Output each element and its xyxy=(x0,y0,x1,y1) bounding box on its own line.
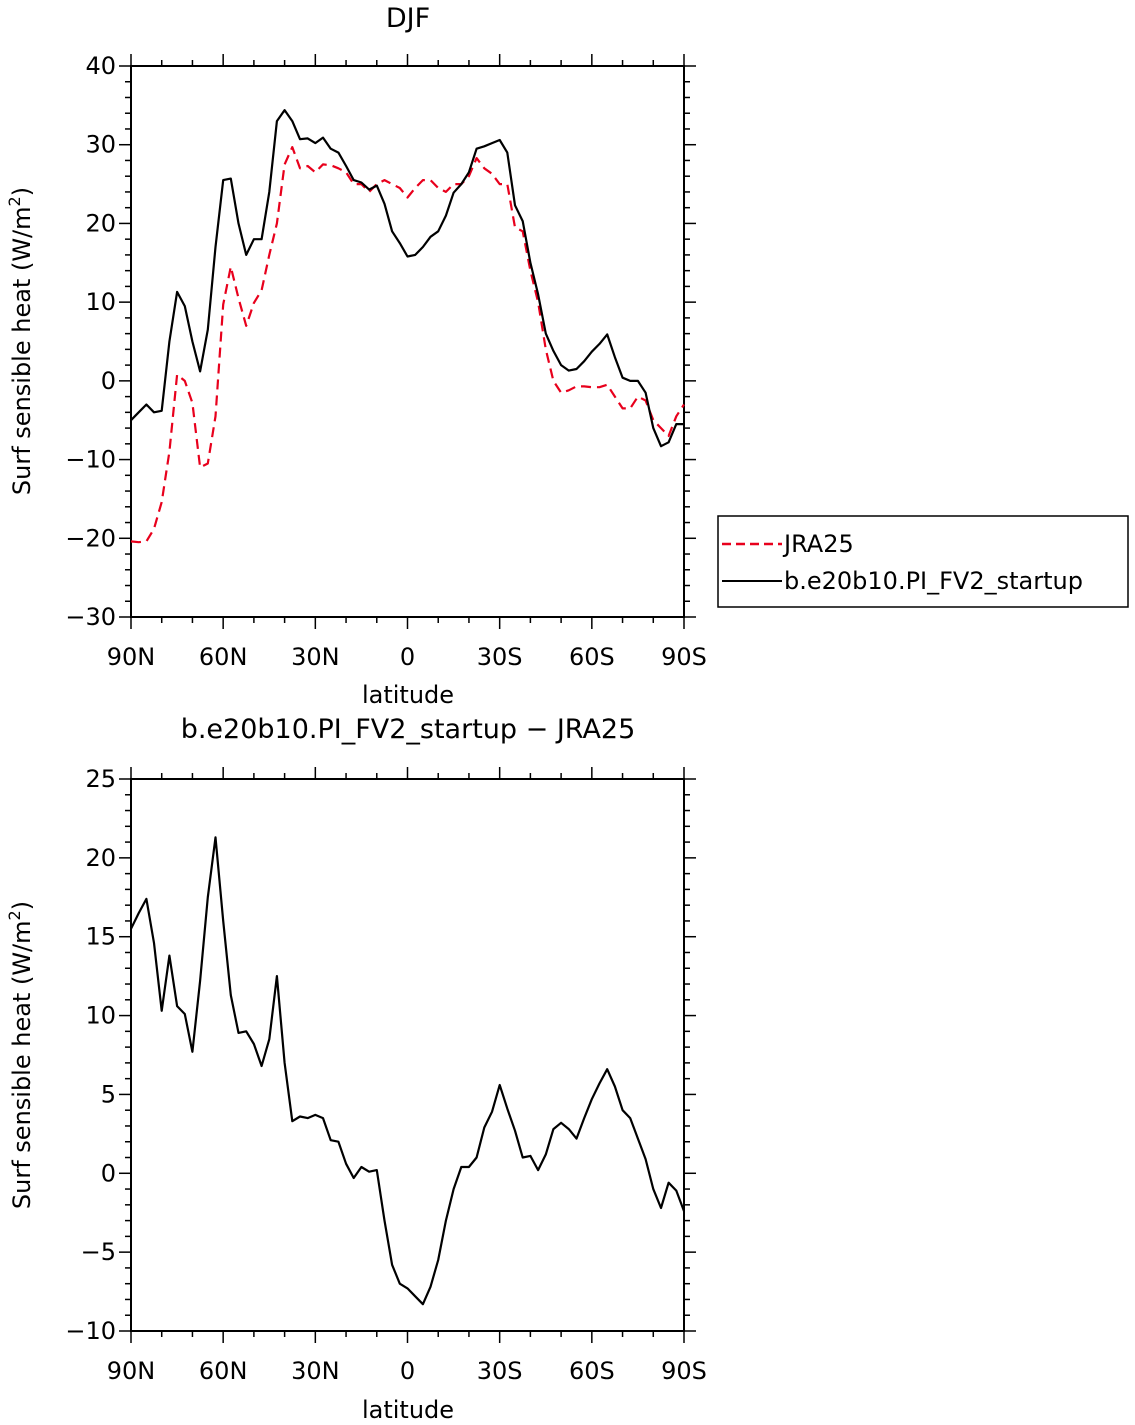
y-tick-label: 15 xyxy=(85,923,116,951)
x-tick-label: 60N xyxy=(199,1357,248,1385)
y-tick-label: 25 xyxy=(85,765,116,793)
y-tick-label: 20 xyxy=(85,209,116,237)
bottom-chart-title: b.e20b10.PI_FV2_startup − JRA25 xyxy=(181,714,636,745)
top-chart-marks: 90N 60N 30N 0 30S 60S 90S 40 30 20 10 0 −10 −20 −30 xyxy=(65,52,707,671)
bottom-x-axis-label: latitude xyxy=(362,1396,454,1424)
x-tick-label: 60N xyxy=(199,643,248,671)
x-tick-label: 30S xyxy=(477,1357,523,1385)
x-tick-label: 60S xyxy=(569,1357,615,1385)
legend-label-model: b.e20b10.PI_FV2_startup xyxy=(784,567,1083,595)
x-tick-label: 90N xyxy=(107,643,156,671)
y-tick-label: 10 xyxy=(85,288,116,316)
y-tick-label: 0 xyxy=(101,367,116,395)
y-tick-label: 20 xyxy=(85,844,116,872)
series-line-jra25 xyxy=(130,146,685,544)
legend-box xyxy=(717,515,1129,608)
x-tick-label: 90N xyxy=(107,1357,156,1385)
legend: JRA25 b.e20b10.PI_FV2_startup xyxy=(717,515,1129,608)
x-tick-label: 90S xyxy=(661,643,707,671)
top-y-axis-label: Surf sensible heat (W/m2) xyxy=(5,187,36,495)
top-chart-title: DJF xyxy=(386,3,430,34)
y-tick-label: −10 xyxy=(65,1317,116,1345)
y-tick-label: 10 xyxy=(85,1002,116,1030)
x-tick-label: 60S xyxy=(569,643,615,671)
x-tick-label: 30S xyxy=(477,643,523,671)
x-tick-label: 90S xyxy=(661,1357,707,1385)
top-chart-panel: DJF 90N 60N 30N 0 30S 60S 90S 40 30 20 10 0 −10 −20 −3… xyxy=(5,3,1129,709)
bottom-y-axis-label: Surf sensible heat (W/m2) xyxy=(5,901,36,1209)
x-tick-label: 30N xyxy=(291,1357,340,1385)
series-line-b-e20b10-pi-fv2-startup xyxy=(130,108,684,448)
x-tick-label: 0 xyxy=(400,1357,415,1385)
y-tick-label: 30 xyxy=(85,131,116,159)
legend-label-jra25: JRA25 xyxy=(782,530,854,558)
y-tick-label: −10 xyxy=(65,446,116,474)
x-tick-label: 30N xyxy=(291,643,340,671)
y-tick-label: −30 xyxy=(65,603,116,631)
bottom-chart-panel: b.e20b10.PI_FV2_startup − JRA25 90N 60N 30… xyxy=(5,714,707,1424)
y-tick-label: 0 xyxy=(101,1159,116,1187)
y-tick-label: −20 xyxy=(65,524,116,552)
series-line-difference xyxy=(130,836,686,1306)
top-x-axis-label: latitude xyxy=(362,681,454,709)
y-tick-label: 5 xyxy=(101,1080,116,1108)
x-tick-label: 0 xyxy=(400,643,415,671)
y-tick-label: −5 xyxy=(81,1238,116,1266)
y-tick-label: 40 xyxy=(85,52,116,80)
bottom-chart-marks: 90N 60N 30N 0 30S 60S 90S 25 20 15 10 5 0 −5 −10 xyxy=(65,765,707,1385)
